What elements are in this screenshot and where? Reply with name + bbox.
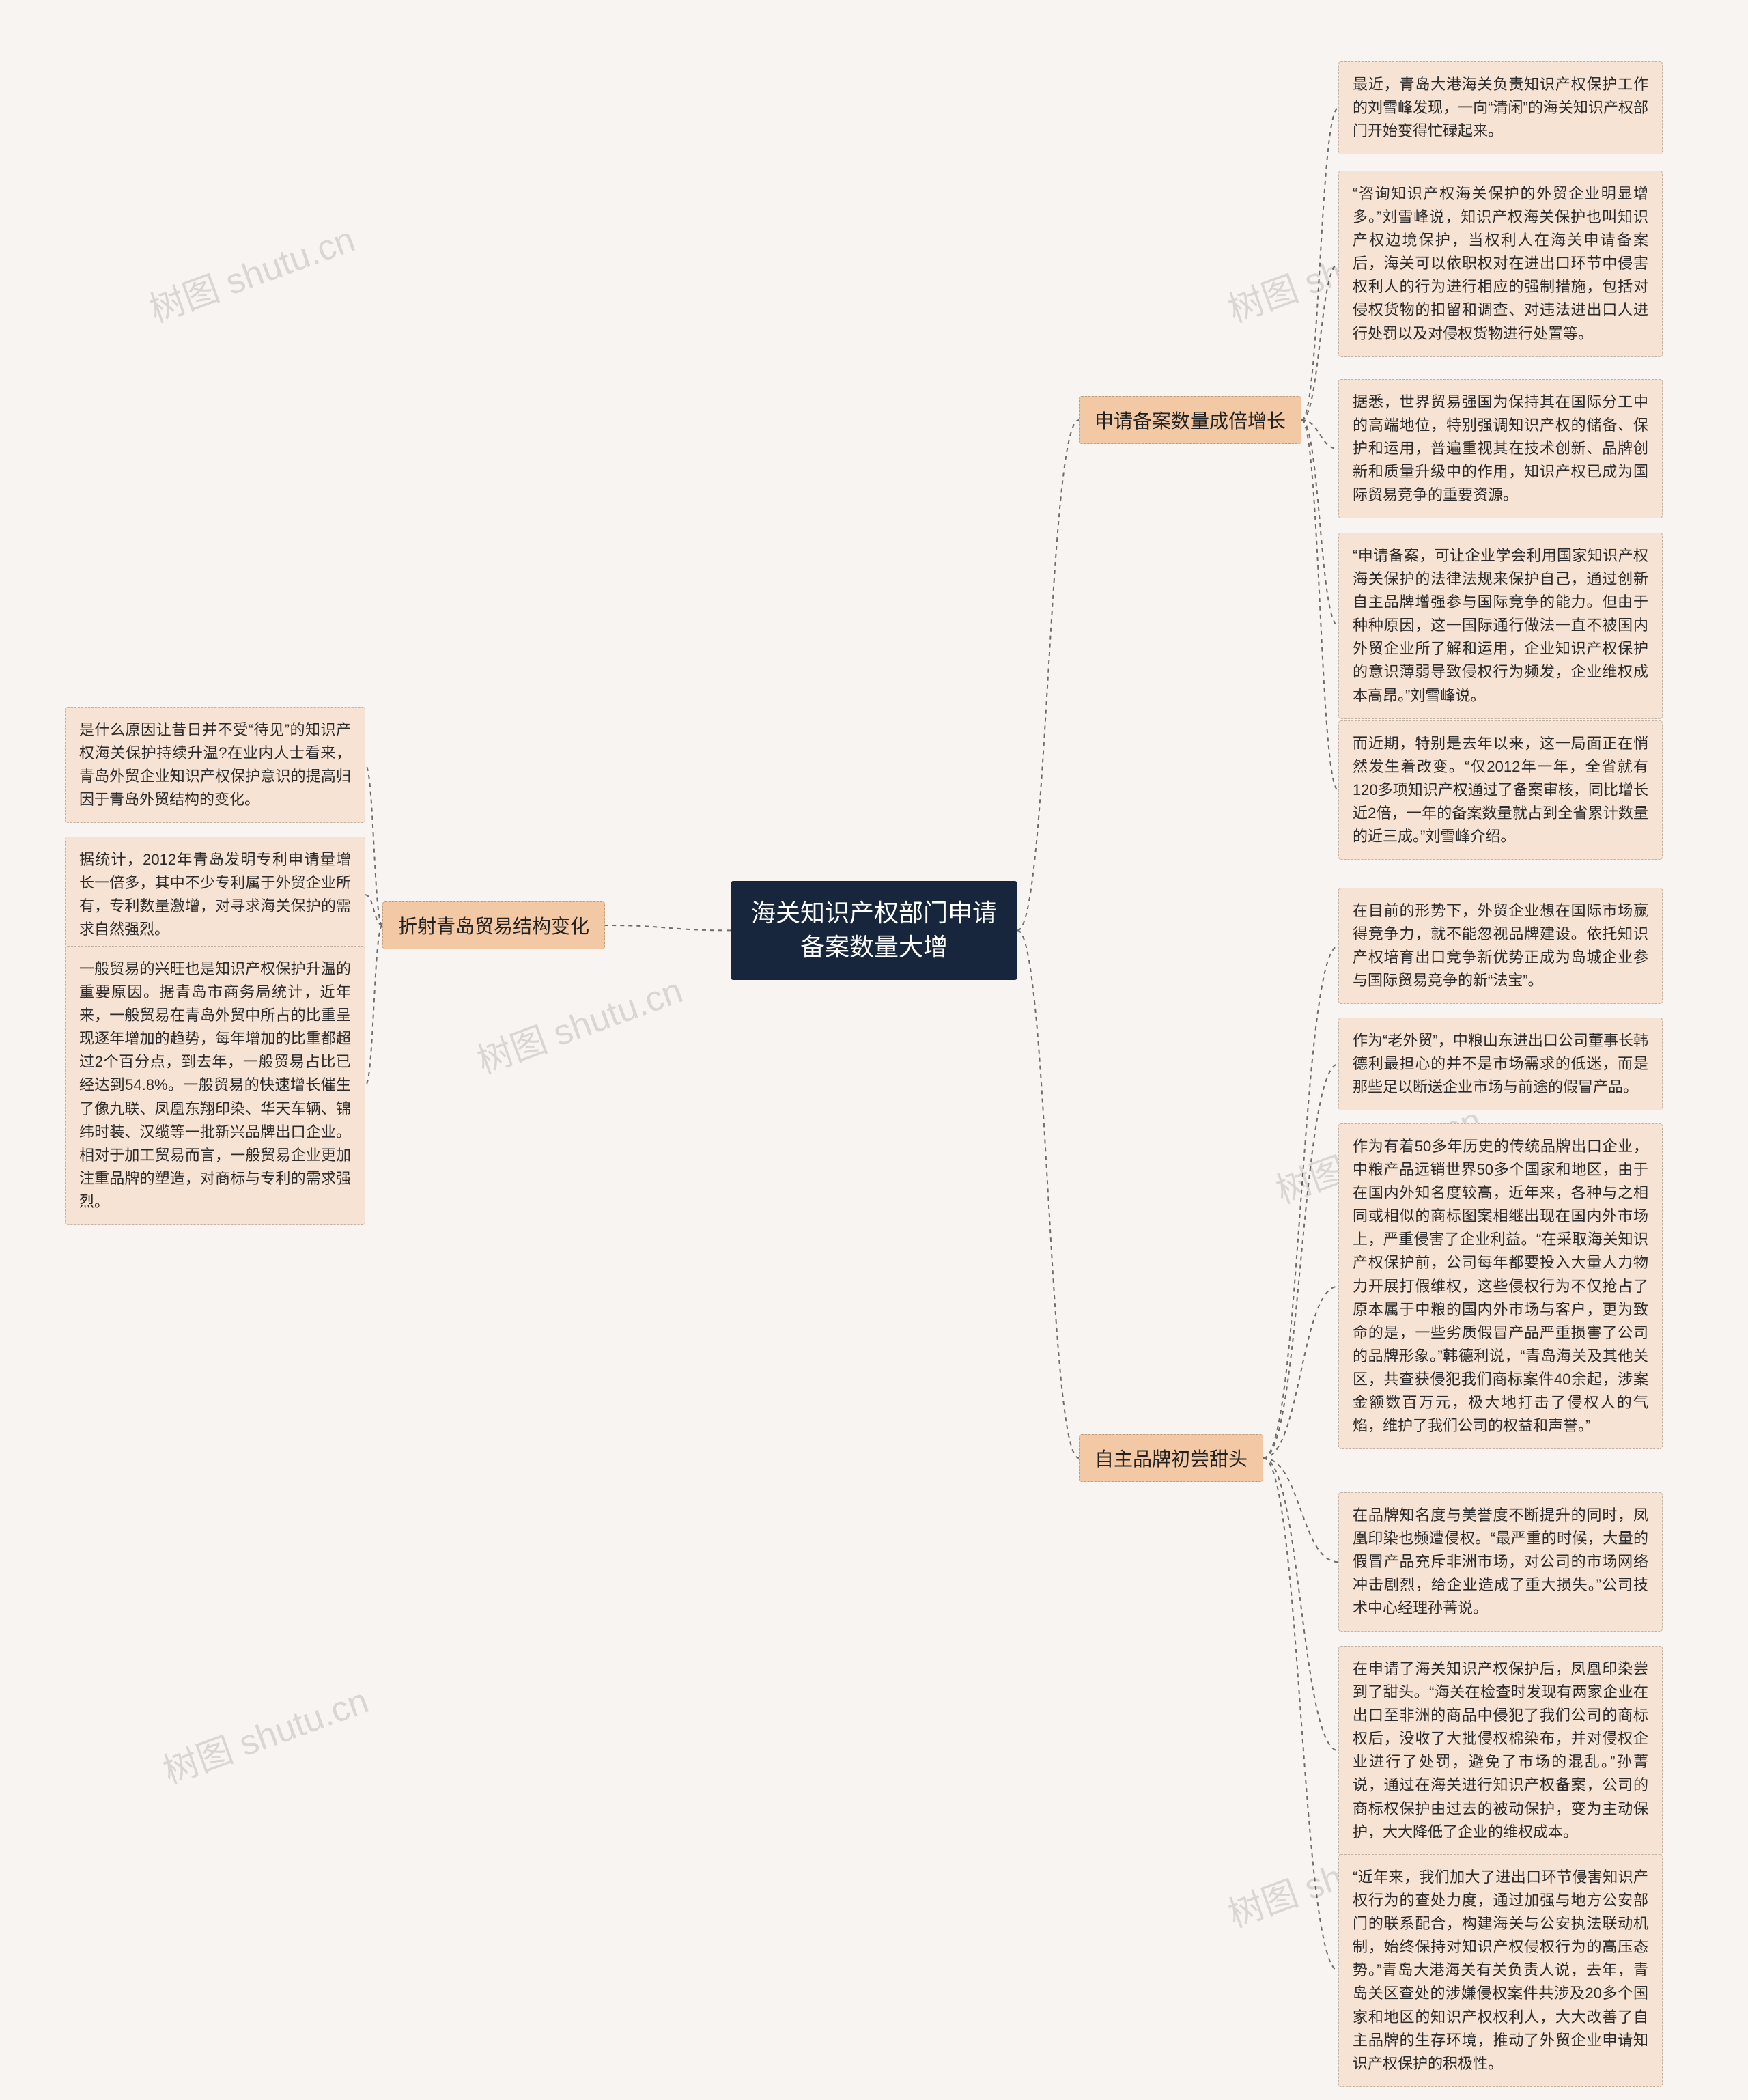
mindmap-leaf: “申请备案，可让企业学会利用国家知识产权海关保护的法律法规来保护自己，通过创新自… (1338, 533, 1663, 719)
mindmap-leaf: 最近，青岛大港海关负责知识产权保护工作的刘雪峰发现，一向“清闲”的海关知识产权部… (1338, 61, 1663, 154)
mindmap-leaf: 而近期，特别是去年以来，这一局面正在悄然发生着改变。“仅2012年一年，全省就有… (1338, 720, 1663, 860)
mindmap-leaf: 作为“老外贸”，中粮山东进出口公司董事长韩德利最担心的并不是市场需求的低迷，而是… (1338, 1018, 1663, 1110)
mindmap-leaf: 在品牌知名度与美誉度不断提升的同时，凤凰印染也频遭侵权。“最严重的时候，大量的假… (1338, 1492, 1663, 1632)
mindmap-branch: 折射青岛贸易结构变化 (382, 901, 605, 949)
mindmap-branch: 自主品牌初尝甜头 (1079, 1434, 1263, 1482)
mindmap-leaf: 作为有着50多年历史的传统品牌出口企业，中粮产品远销世界50多个国家和地区，由于… (1338, 1123, 1663, 1449)
mindmap-leaf: “咨询知识产权海关保护的外贸企业明显增多。”刘雪峰说，知识产权海关保护也叫知识产… (1338, 171, 1663, 357)
mindmap-leaf: 在申请了海关知识产权保护后，凤凰印染尝到了甜头。“海关在检查时发现有两家企业在出… (1338, 1646, 1663, 1856)
mindmap-leaf: 在目前的形势下，外贸企业想在国际市场赢得竞争力，就不能忽视品牌建设。依托知识产权… (1338, 888, 1663, 1004)
mindmap-leaf: 据悉，世界贸易强国为保持其在国际分工中的高端地位，特别强调知识产权的储备、保护和… (1338, 379, 1663, 518)
mindmap-leaf: 一般贸易的兴旺也是知识产权保护升温的重要原因。据青岛市商务局统计，近年来，一般贸… (65, 946, 365, 1225)
mindmap-leaf: 是什么原因让昔日并不受“待见”的知识产权海关保护持续升温?在业内人士看来，青岛外… (65, 707, 365, 823)
mindmap-branch: 申请备案数量成倍增长 (1079, 396, 1301, 444)
mindmap-root: 海关知识产权部门申请备案数量大增 (731, 881, 1017, 980)
mindmap-leaf: “近年来，我们加大了进出口环节侵害知识产权行为的查处力度，通过加强与地方公安部门… (1338, 1854, 1663, 2087)
mindmap-leaf: 据统计，2012年青岛发明专利申请量增长一倍多，其中不少专利属于外贸企业所有，专… (65, 837, 365, 953)
